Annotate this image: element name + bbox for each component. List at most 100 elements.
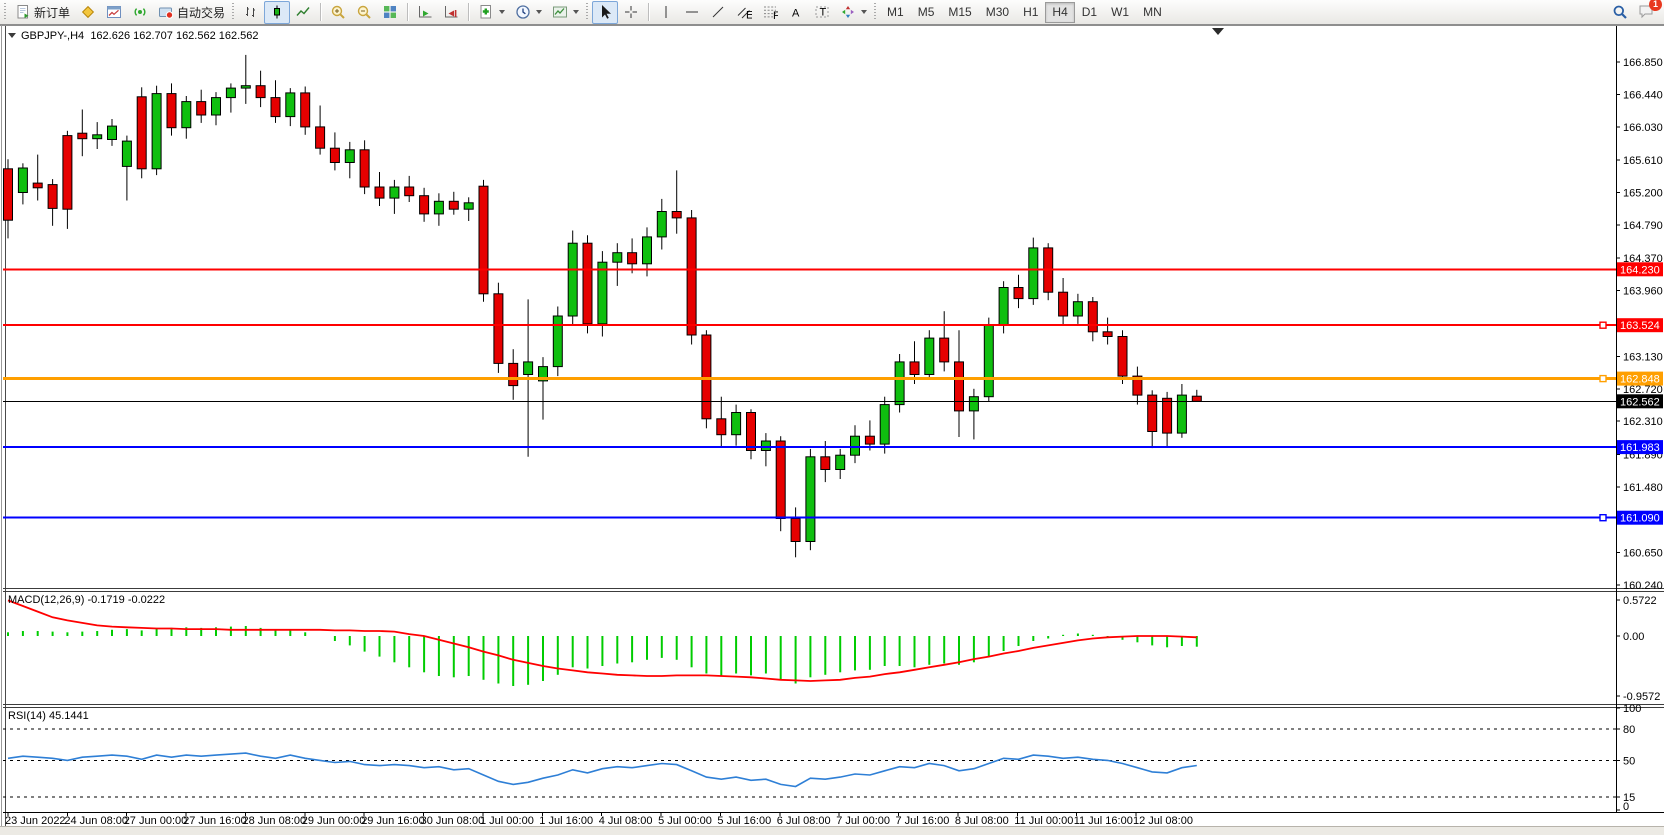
dropdown-caret-icon <box>536 10 543 14</box>
horizontal-line-button[interactable] <box>679 1 705 24</box>
candle-body <box>285 92 296 118</box>
candle-body <box>270 97 281 118</box>
one-click-trading-icon[interactable] <box>8 33 16 38</box>
templates-button[interactable] <box>547 1 584 24</box>
arrows-button[interactable] <box>835 1 872 24</box>
toolbar-grip[interactable] <box>586 3 589 21</box>
crosshair-button[interactable] <box>618 1 644 24</box>
tile-windows-button[interactable] <box>377 1 403 24</box>
toolbar-grip[interactable] <box>232 3 235 21</box>
rsi-line <box>7 752 1197 788</box>
candle-body <box>478 185 489 295</box>
autotrading-button[interactable]: 自动交易 <box>153 1 230 24</box>
text-label-button[interactable]: T <box>809 1 835 24</box>
candle-body <box>701 334 712 420</box>
tile-windows-icon <box>382 4 398 20</box>
macd-indicator-label: MACD(12,26,9) -0.1719 -0.0222 <box>8 594 166 606</box>
candle-body <box>686 217 697 336</box>
indicators-button[interactable] <box>473 1 510 24</box>
price-axis-label: 162.720 <box>1623 384 1663 396</box>
candle-body <box>359 149 370 188</box>
candle-body <box>1117 336 1128 377</box>
timeframe-m15[interactable]: M15 <box>948 5 972 19</box>
new-chart-button[interactable] <box>101 1 127 24</box>
line-chart-button[interactable] <box>290 1 316 24</box>
auto-scroll-button[interactable] <box>412 1 438 24</box>
date-axis-label: 6 Jul 08:00 <box>777 815 831 827</box>
periods-button[interactable] <box>510 1 547 24</box>
bar-chart-button[interactable] <box>238 1 264 24</box>
price-badge <box>1617 394 1663 409</box>
toolbar-separator <box>648 3 650 21</box>
candle-body <box>1102 331 1113 337</box>
metaeditor-button[interactable] <box>75 1 101 24</box>
price-badge <box>1617 371 1663 386</box>
zoom-in-button[interactable] <box>325 1 351 24</box>
date-axis-label: 1 Jul 00:00 <box>480 815 534 827</box>
timeframe-h1[interactable]: H1 <box>1023 5 1039 19</box>
timeframe-mn[interactable]: MN <box>1143 5 1162 19</box>
new-order-button[interactable]: 新订单 <box>10 1 75 24</box>
candle-body <box>344 149 355 164</box>
candle-body <box>47 184 58 209</box>
candle-body <box>746 412 756 451</box>
price-axis-label: 162.310 <box>1623 416 1663 428</box>
cursor-button[interactable] <box>592 0 619 24</box>
svg-text:F: F <box>773 10 778 20</box>
line-handle[interactable] <box>1599 374 1607 383</box>
chart-shift-button[interactable] <box>438 1 464 24</box>
dropdown-caret-icon <box>861 10 868 14</box>
rsi-axis-label: 50 <box>1623 755 1635 767</box>
candlestick-chart-button[interactable] <box>264 0 291 24</box>
date-axis-label: 4 Jul 08:00 <box>599 815 653 827</box>
line-handle[interactable] <box>1599 321 1607 329</box>
date-axis-label: 29 Jun 16:00 <box>361 815 425 827</box>
candle-body <box>716 418 727 436</box>
vertical-line-button[interactable] <box>653 1 679 24</box>
candle-body <box>32 182 43 189</box>
timeframe-m1[interactable]: M1 <box>887 5 904 19</box>
rsi-axis-label: 80 <box>1623 724 1635 736</box>
timeframe-m5[interactable]: M5 <box>917 5 935 19</box>
signals-button[interactable] <box>127 1 153 24</box>
search-icon[interactable] <box>1612 4 1628 20</box>
text-button[interactable]: A <box>783 1 809 24</box>
zoom-out-button[interactable] <box>351 1 377 24</box>
notifications-button[interactable]: 1 <box>1638 0 1662 22</box>
main-toolbar: 新订单 自动交易 <box>0 0 1664 25</box>
trendline-button[interactable] <box>705 1 731 24</box>
new-order-label: 新订单 <box>34 5 71 20</box>
candle-body <box>1176 394 1187 434</box>
candle-body <box>448 200 459 210</box>
fibonacci-button[interactable]: F <box>757 1 783 24</box>
candle-body <box>1162 397 1173 434</box>
timeframe-d1[interactable]: D1 <box>1081 5 1098 19</box>
candle-body <box>166 93 177 129</box>
candle-body <box>523 361 534 375</box>
timeframe-w1[interactable]: W1 <box>1111 5 1130 19</box>
line-handle[interactable] <box>1599 514 1607 522</box>
chart-background[interactable] <box>0 25 1664 835</box>
price-axis-label: 166.850 <box>1623 57 1663 69</box>
timeframe-m30[interactable]: M30 <box>985 5 1010 19</box>
candle-body <box>181 101 192 129</box>
date-axis-label: 23 Jun 2022 <box>5 815 66 827</box>
toolbar-grip[interactable] <box>4 3 6 21</box>
chart-shift-marker[interactable] <box>1212 28 1224 35</box>
timeframe-h4[interactable]: H4 <box>1045 1 1075 23</box>
toolbar-grip[interactable] <box>874 3 877 21</box>
price-axis-label: 160.240 <box>1623 580 1663 592</box>
candle-body <box>107 125 117 140</box>
channel-button[interactable]: E <box>731 1 757 24</box>
candle-body <box>389 186 400 199</box>
zoom-out-icon <box>356 4 372 20</box>
candle-body <box>864 435 875 445</box>
price-badge-label: 162.848 <box>1620 374 1660 386</box>
candle-body <box>582 242 593 325</box>
candle-body <box>225 87 236 99</box>
arrows-icon <box>840 4 856 20</box>
macd-axis-label: 0.00 <box>1623 631 1644 643</box>
price-axis-label: 163.130 <box>1623 351 1663 363</box>
